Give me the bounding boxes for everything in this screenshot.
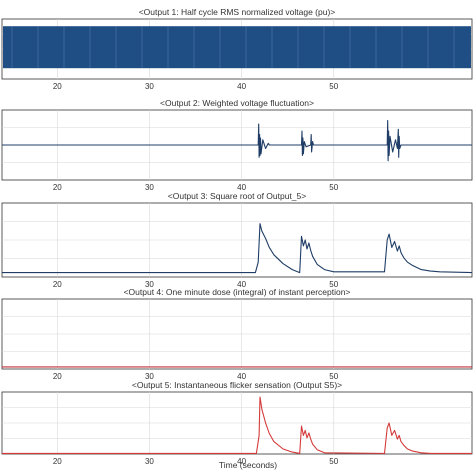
subplot-4: <Output 4: One minute dose (integral) of…	[1, 287, 473, 381]
x-tick-label: 20	[53, 82, 62, 91]
x-tick-label: 40	[237, 82, 246, 91]
x-axis-label: Time (seconds)	[219, 460, 277, 470]
x-tick-label: 20	[53, 280, 62, 289]
subplot-1: <Output 1: Half cycle RMS normalized vol…	[1, 7, 473, 91]
x-tick-label: 30	[145, 183, 154, 192]
x-tick-label: 30	[145, 457, 154, 466]
series-line	[2, 223, 473, 274]
x-tick-label: 20	[53, 183, 62, 192]
x-tick-label: 40	[237, 457, 246, 466]
subplot-title: <Output 1: Half cycle RMS normalized vol…	[139, 7, 336, 17]
x-tick-label: 50	[329, 280, 338, 289]
x-tick-label: 30	[145, 372, 154, 381]
x-tick-label: 20	[53, 457, 62, 466]
x-tick-label: 40	[237, 372, 246, 381]
x-tick-label: 40	[237, 280, 246, 289]
x-tick-label: 40	[237, 183, 246, 192]
x-tick-label: 50	[329, 457, 338, 466]
series-line	[2, 119, 472, 162]
subplot-3: <Output 3: Square root of Output_5> 20 30 4…	[1, 191, 473, 289]
x-tick-label: 50	[329, 82, 338, 91]
subplot-title: <Output 3: Square root of Output_5>	[168, 191, 306, 201]
subplot-2: <Output 2: Weighted voltage fluctuation>…	[1, 98, 473, 192]
series-envelope	[3, 26, 471, 69]
subplot-5: <Output 5: Instantaneous flicker sensati…	[1, 380, 473, 466]
subplot-title: <Output 5: Instantaneous flicker sensati…	[132, 380, 342, 390]
x-tick-label: 30	[145, 82, 154, 91]
series-line	[2, 396, 472, 454]
subplot-title: <Output 2: Weighted voltage fluctuation>	[160, 98, 314, 108]
x-tick-label: 30	[145, 280, 154, 289]
x-tick-label: 50	[329, 372, 338, 381]
subplot-stack: <Output 1: Half cycle RMS normalized vol…	[1, 7, 473, 466]
x-tick-label: 20	[53, 372, 62, 381]
x-tick-label: 50	[329, 183, 338, 192]
subplot-title: <Output 4: One minute dose (integral) of…	[124, 287, 351, 297]
